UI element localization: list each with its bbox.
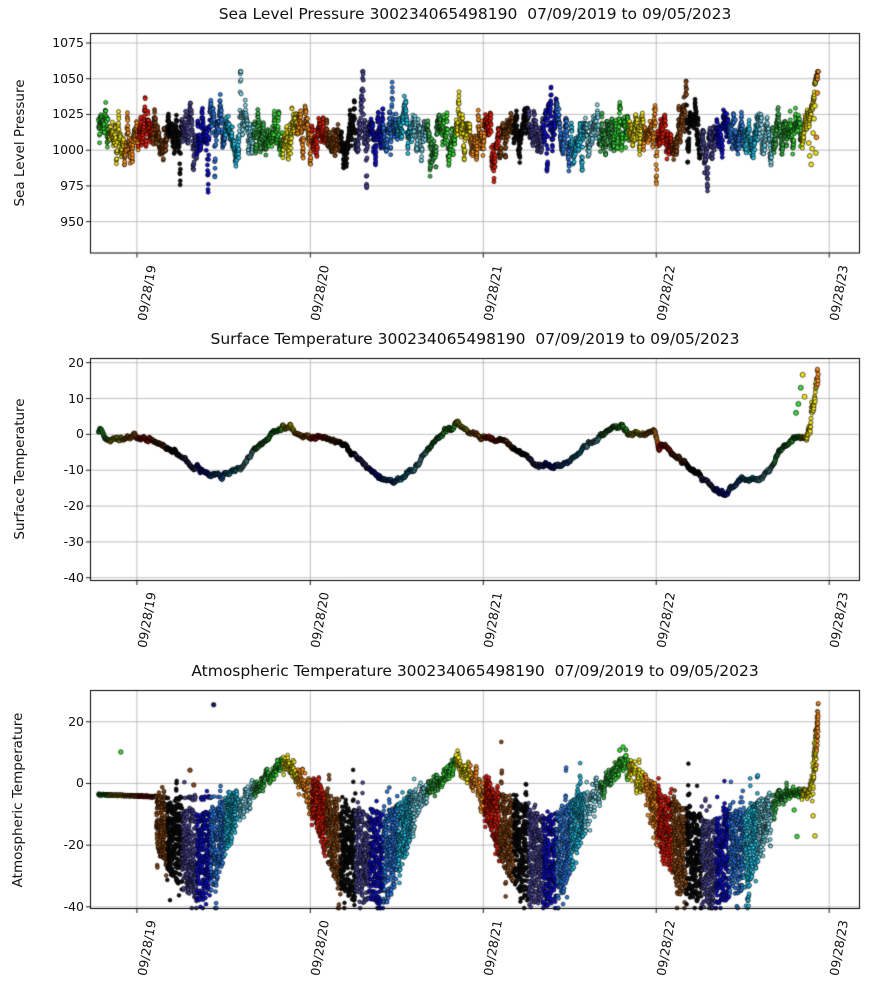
y-tick-label: 1000	[52, 142, 84, 158]
y-tick-label: 0	[76, 426, 84, 442]
y-tick-label: 950	[60, 213, 84, 229]
y-tick-label: -40	[63, 898, 84, 914]
chart-title-atmospheric-temperature: Atmospheric Temperature 300234065498190 …	[191, 662, 759, 680]
y-axis-label-atmospheric-temperature: Atmospheric Temperature	[10, 712, 26, 888]
y-tick-label: -30	[63, 533, 84, 549]
y-tick-label: 1025	[52, 106, 84, 122]
y-tick-label: 10	[68, 390, 84, 406]
y-tick-label: -20	[63, 498, 84, 514]
y-tick-label: -40	[63, 569, 84, 585]
y-tick-label: 20	[68, 713, 84, 729]
y-tick-label: -10	[63, 462, 84, 478]
y-tick-label: 20	[68, 354, 84, 370]
chart-title-sea-level-pressure: Sea Level Pressure 300234065498190 07/09…	[218, 5, 732, 23]
y-tick-label: -20	[63, 837, 84, 853]
y-tick-label: 1075	[52, 35, 84, 50]
chart-title-surface-temperature: Surface Temperature 300234065498190 07/0…	[210, 330, 740, 348]
y-tick-label: 975	[60, 177, 84, 193]
y-tick-label: 1050	[52, 70, 84, 86]
y-tick-label: 0	[76, 775, 84, 791]
